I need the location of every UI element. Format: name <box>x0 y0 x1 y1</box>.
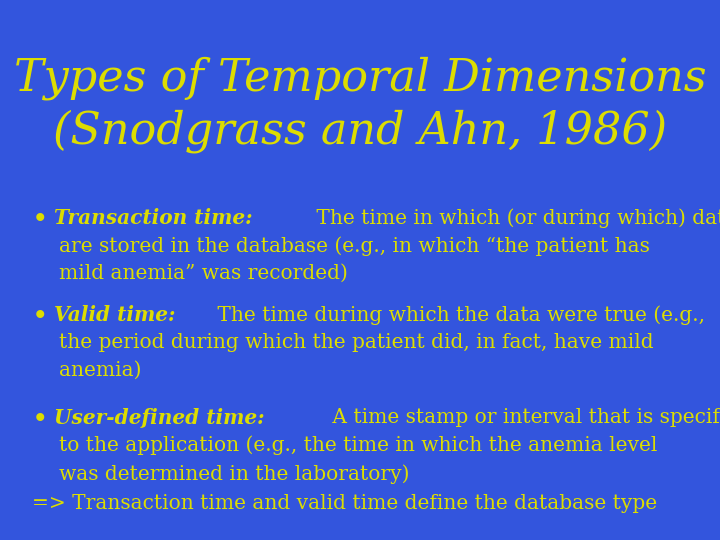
Text: the period during which the patient did, in fact, have mild: the period during which the patient did,… <box>59 333 654 352</box>
Text: => Transaction time and valid time define the database type: => Transaction time and valid time defin… <box>32 494 657 513</box>
Text: was determined in the laboratory): was determined in the laboratory) <box>59 464 410 483</box>
Text: The time in which (or during which) data: The time in which (or during which) data <box>310 208 720 227</box>
Text: mild anemia” was recorded): mild anemia” was recorded) <box>59 264 348 283</box>
Text: The time during which the data were true (e.g.,: The time during which the data were true… <box>211 305 705 325</box>
Text: to the application (e.g., the time in which the anemia level: to the application (e.g., the time in wh… <box>59 436 657 455</box>
Text: A time stamp or interval that is specific: A time stamp or interval that is specifi… <box>325 408 720 427</box>
Text: Types of Temporal Dimensions
(Snodgrass and Ahn, 1986): Types of Temporal Dimensions (Snodgrass … <box>14 57 706 153</box>
Text: •: • <box>32 208 47 230</box>
Text: •: • <box>32 305 47 327</box>
Text: anemia): anemia) <box>59 361 142 380</box>
Text: are stored in the database (e.g., in which “the patient has: are stored in the database (e.g., in whi… <box>59 236 650 255</box>
Text: Transaction time:: Transaction time: <box>54 208 253 228</box>
Text: User-defined time:: User-defined time: <box>54 408 264 428</box>
Text: •: • <box>32 408 47 430</box>
Text: Valid time:: Valid time: <box>54 305 176 325</box>
